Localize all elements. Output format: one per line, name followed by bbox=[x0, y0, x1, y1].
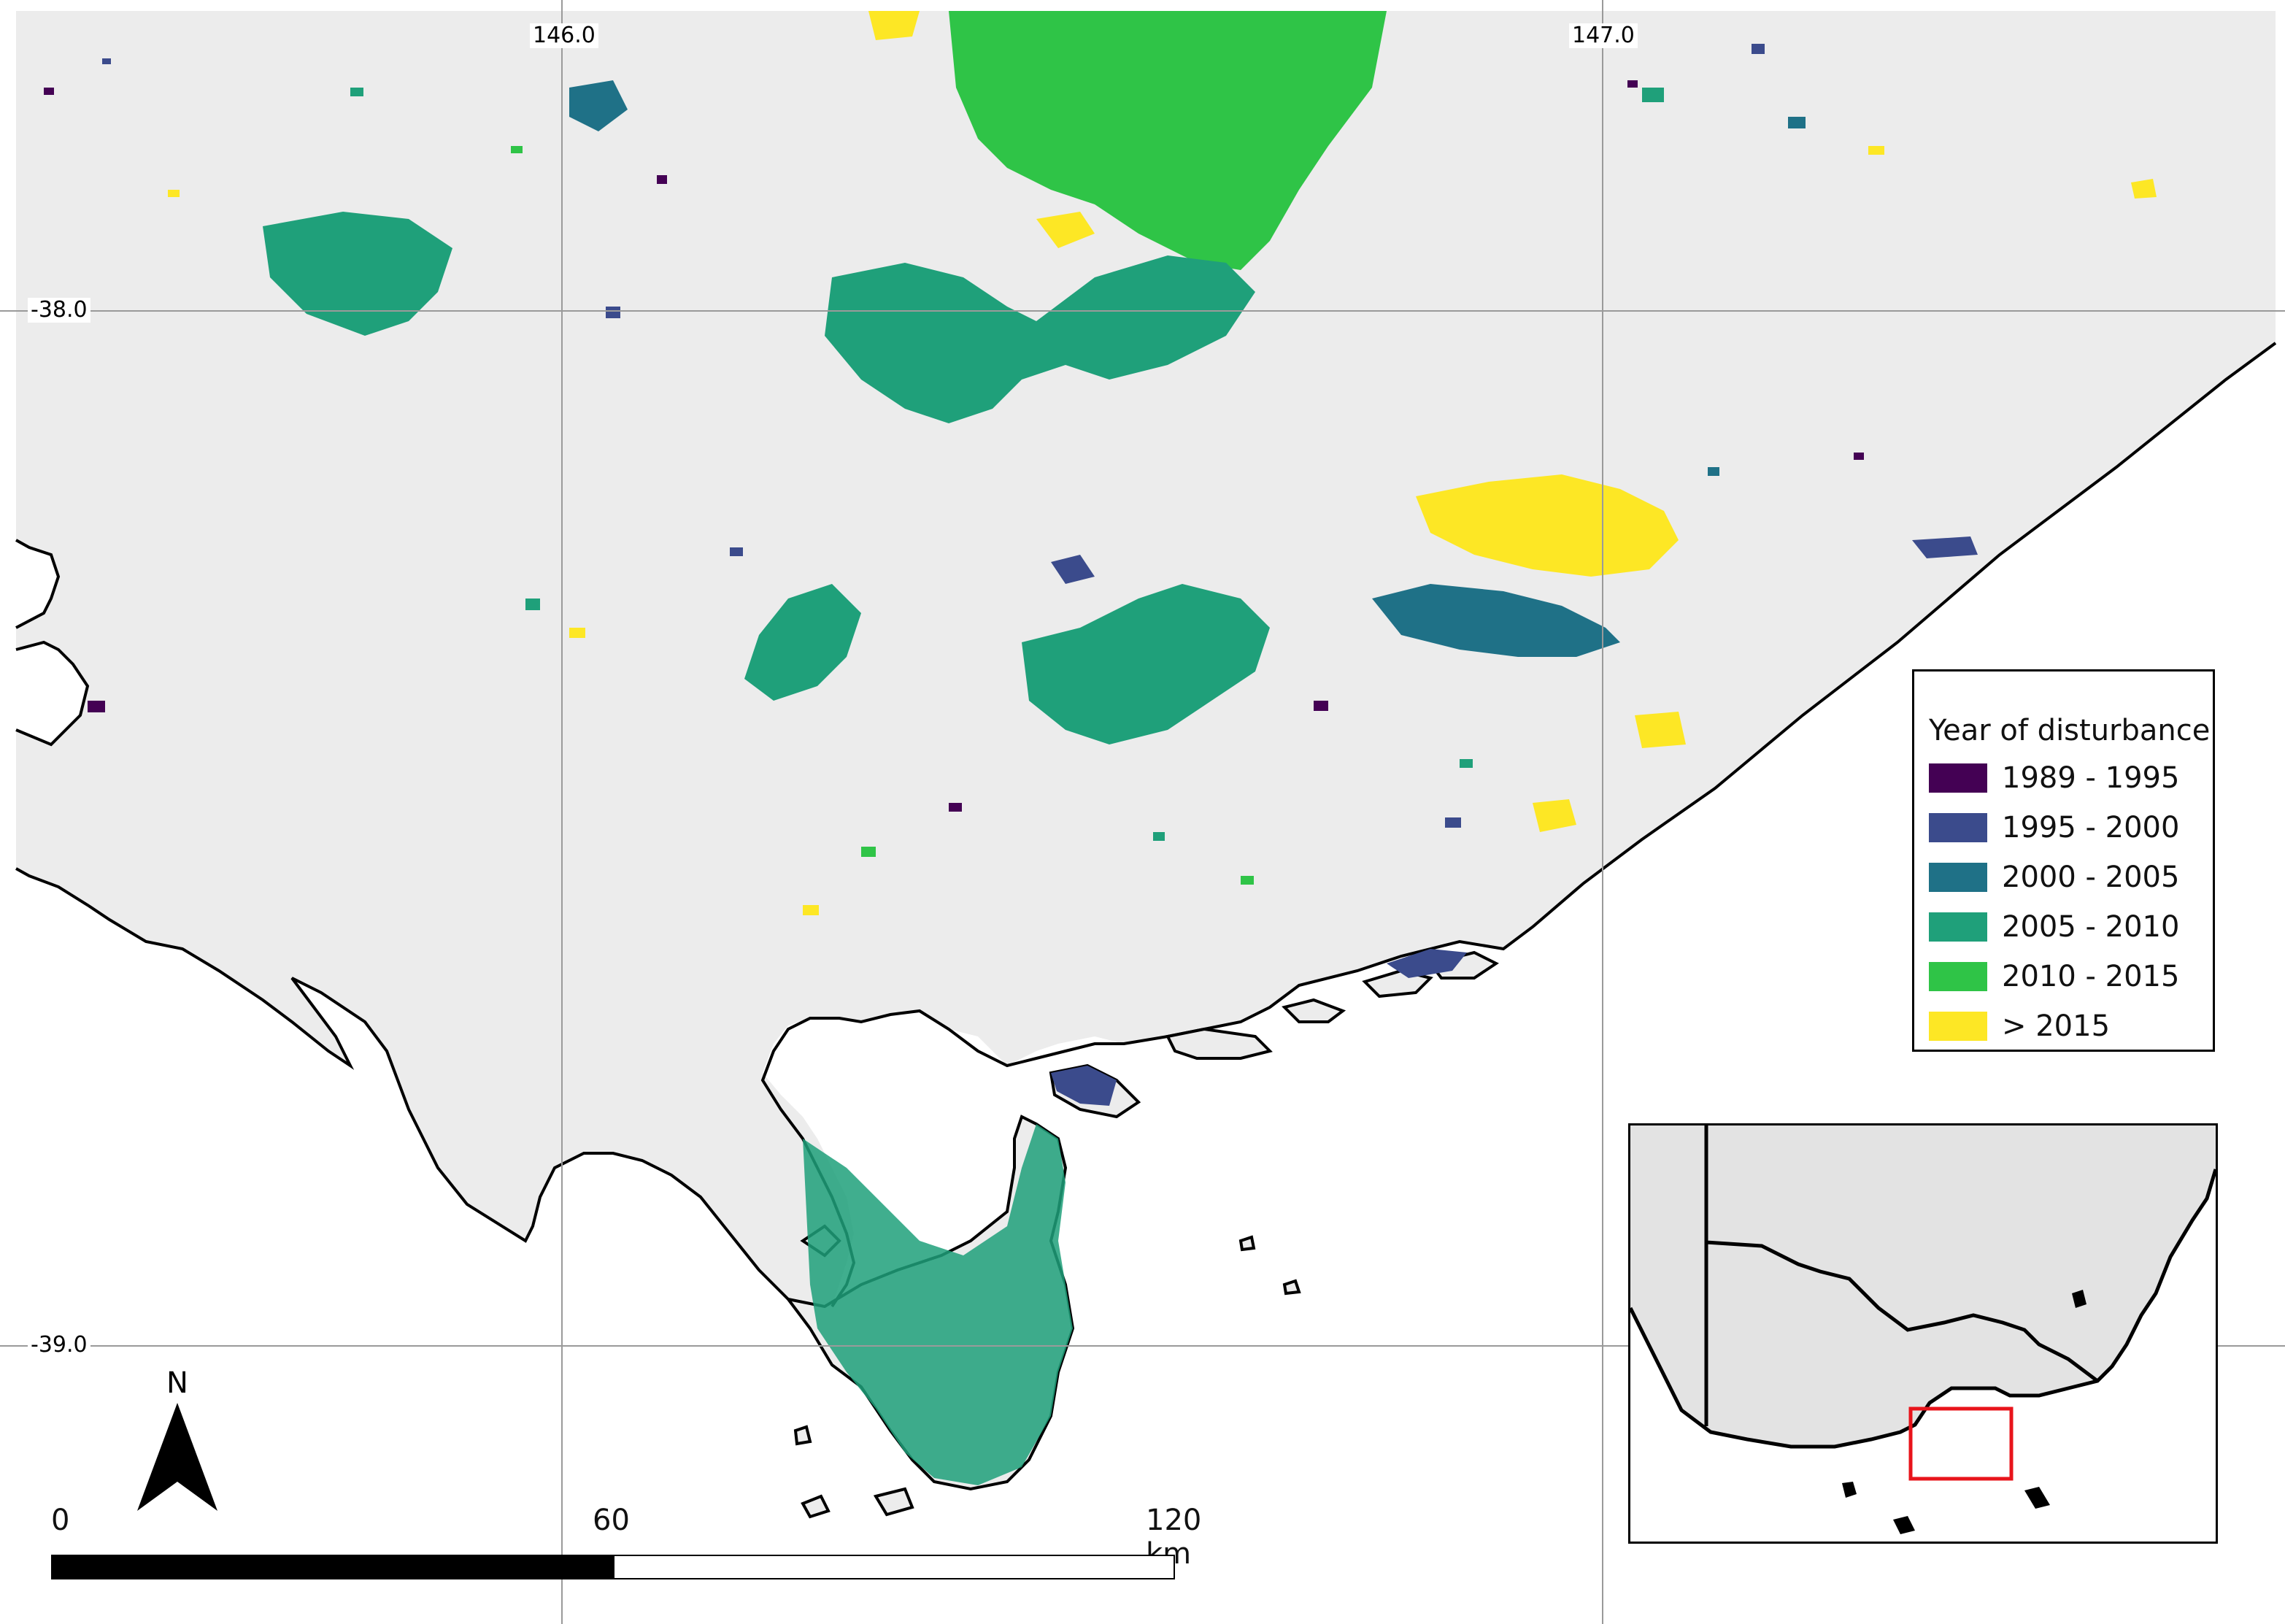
legend: Year of disturbance 1989 - 1995 1995 - 2… bbox=[1912, 669, 2215, 1052]
legend-item: > 2015 bbox=[1929, 1009, 2206, 1044]
legend-swatch bbox=[1929, 912, 1987, 942]
north-arrow-label: N bbox=[166, 1366, 188, 1400]
legend-item: 2010 - 2015 bbox=[1929, 959, 2206, 994]
legend-swatch bbox=[1929, 1012, 1987, 1041]
inset-locator-map bbox=[1628, 1123, 2218, 1544]
scale-label-60: 60 bbox=[593, 1504, 630, 1537]
legend-label: 1995 - 2000 bbox=[2002, 811, 2180, 844]
scattered-disturbance bbox=[44, 44, 1884, 915]
legend-swatch bbox=[1929, 763, 1987, 793]
north-arrow-right-half bbox=[177, 1403, 217, 1511]
legend-label: > 2015 bbox=[2002, 1009, 2111, 1043]
inlet-disturbed bbox=[1051, 1066, 1117, 1106]
legend-swatch bbox=[1929, 813, 1987, 842]
latitude-label-38: -38.0 bbox=[28, 298, 90, 323]
legend-item: 1989 - 1995 bbox=[1929, 761, 2206, 796]
latitude-label-39: -39.0 bbox=[28, 1333, 90, 1358]
scale-bar: 0 60 120 km bbox=[51, 1496, 1201, 1584]
inlet-disturbed-2 bbox=[1387, 949, 1467, 978]
north-arrow-left-half bbox=[137, 1403, 177, 1511]
inset-highlight-box bbox=[1908, 1406, 2014, 1481]
legend-label: 2010 - 2015 bbox=[2002, 960, 2180, 993]
legend-item: 2000 - 2005 bbox=[1929, 860, 2206, 895]
coastline bbox=[15, 342, 2277, 1308]
legend-item: 2005 - 2010 bbox=[1929, 909, 2206, 944]
inset-island bbox=[1893, 1516, 1915, 1534]
longitude-label-147: 147.0 bbox=[1569, 23, 1638, 48]
scale-label-0: 0 bbox=[51, 1504, 70, 1537]
legend-item: 1995 - 2000 bbox=[1929, 810, 2206, 845]
legend-label: 2005 - 2010 bbox=[2002, 910, 2180, 944]
inset-svg bbox=[1630, 1125, 2216, 1542]
inset-state-border bbox=[1704, 1125, 2099, 1426]
scale-bar-white-segment bbox=[613, 1555, 1175, 1579]
inset-island bbox=[2072, 1290, 2086, 1308]
inset-island bbox=[2024, 1487, 2050, 1509]
longitude-label-146: 146.0 bbox=[530, 23, 598, 48]
north-arrow: N bbox=[137, 1366, 217, 1511]
legend-title: Year of disturbance bbox=[1929, 714, 2211, 747]
legend-label: 1989 - 1995 bbox=[2002, 761, 2180, 795]
scale-bar-black-segment bbox=[51, 1555, 613, 1579]
coastal-islands bbox=[793, 950, 1499, 1519]
inset-island bbox=[1842, 1482, 1857, 1498]
inset-coastline bbox=[1630, 1169, 2216, 1449]
legend-swatch bbox=[1929, 863, 1987, 892]
inset-sea bbox=[1630, 1169, 2216, 1542]
legend-label: 2000 - 2005 bbox=[2002, 861, 2180, 894]
legend-swatch bbox=[1929, 962, 1987, 991]
disturbance-patches bbox=[263, 11, 2157, 1485]
